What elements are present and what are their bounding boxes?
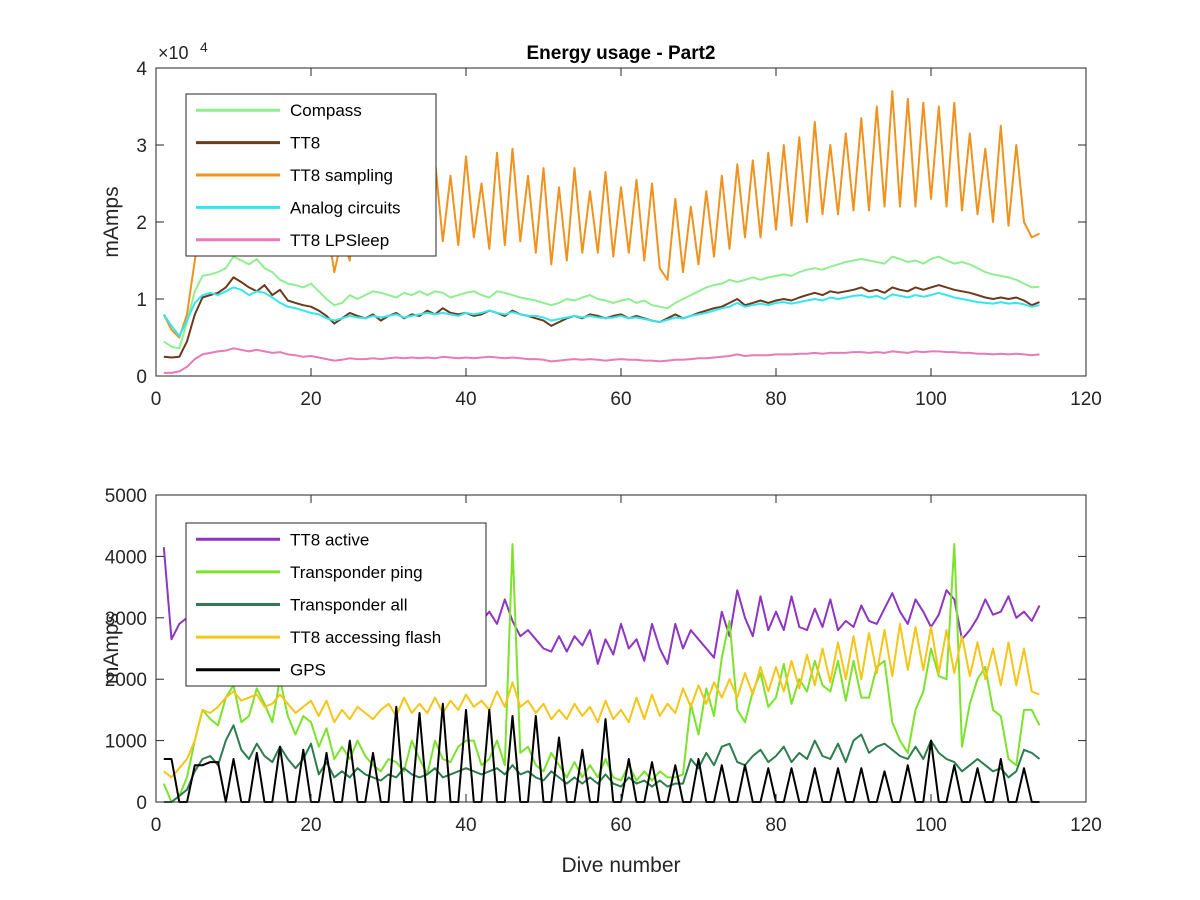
legend-label: Transponder ping [290, 563, 423, 582]
y-tick-label: 1 [136, 290, 147, 311]
x-tick-label: 40 [455, 815, 476, 836]
legend: TT8 active Transponder ping Transponder al… [185, 522, 487, 687]
x-tick-label: 20 [300, 389, 321, 410]
y-tick-label: 3000 [105, 609, 147, 630]
legend-label: Transponder all [290, 596, 408, 615]
x-tick-label: 80 [765, 389, 786, 410]
legend-label: Analog circuits [290, 198, 401, 217]
series-line-transponder-all [163, 724, 1041, 803]
x-tick-label: 60 [610, 389, 631, 410]
x-tick-label: 0 [151, 815, 162, 836]
x-tick-label: 120 [1070, 815, 1102, 836]
x-tick-label: 40 [455, 389, 476, 410]
legend-label: GPS [290, 661, 326, 680]
x-tick-label: 100 [915, 389, 947, 410]
top-axes: 0 20 40 60 80 100 120 0 1 2 3 4 ×10 4 Energy usage - P… [100, 39, 1102, 410]
x-tick-label: 60 [610, 815, 631, 836]
y-axis-label: mAmps [100, 186, 123, 257]
series-line-compass [163, 255, 1040, 350]
y-exponent-power: 4 [200, 39, 208, 55]
x-tick-label: 0 [151, 389, 162, 410]
y-tick-label: 1000 [105, 732, 147, 753]
y-axis-label: mAmps [100, 613, 123, 684]
y-tick-label: 4000 [105, 547, 147, 568]
y-tick-label: 4 [136, 59, 147, 80]
legend-label: Compass [290, 101, 362, 120]
series-line-analog-circuits [162, 286, 1040, 337]
series-line-tt8-lpsleep [163, 347, 1040, 374]
x-tick-label: 20 [300, 815, 321, 836]
legend-label: TT8 active [290, 530, 369, 549]
series-group [162, 90, 1040, 374]
y-tick-label: 2000 [105, 670, 147, 691]
x-tick-label: 120 [1070, 389, 1102, 410]
bottom-axes: 0 20 40 60 80 100 120 0 1000 2000 3000 4000 5000 mAmp… [100, 486, 1102, 877]
x-axis-label: Dive number [561, 854, 680, 877]
chart-title: Energy usage - Part2 [526, 43, 715, 64]
y-tick-label: 0 [136, 367, 147, 388]
legend-label: TT8 accessing flash [290, 628, 441, 647]
y-tick-label: 3 [136, 136, 147, 157]
y-exponent-label: ×10 [158, 43, 189, 63]
legend-label: TT8 sampling [290, 166, 393, 185]
legend: Compass TT8 TT8 sampling Analog circuits TT8… [185, 93, 437, 257]
y-tick-label: 2 [136, 213, 147, 234]
x-tick-label: 100 [915, 815, 947, 836]
series-line-tt8-accessing-flash [163, 622, 1040, 779]
legend-label: TT8 LPSleep [290, 231, 389, 250]
y-tick-label: 0 [136, 793, 147, 814]
x-tick-label: 80 [765, 815, 786, 836]
y-tick-label: 5000 [105, 486, 147, 507]
legend-label: TT8 [290, 134, 320, 153]
